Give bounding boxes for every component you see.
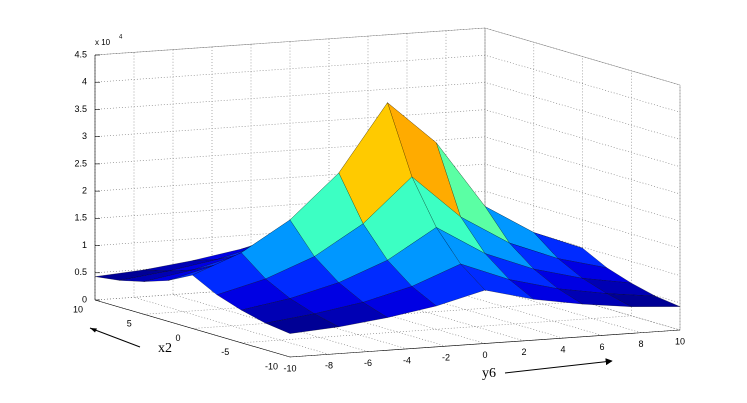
z-tick-label: 3 (82, 131, 87, 141)
x-tick-label: 10 (73, 304, 83, 314)
y-tick-label: 10 (675, 336, 685, 346)
x-tick-label: -5 (221, 347, 229, 357)
x-axis (94, 299, 291, 358)
grid-line (250, 44, 447, 347)
grid-line (94, 27, 681, 86)
z-exponent-base: x 10 (95, 38, 111, 47)
box-edge (94, 27, 681, 86)
y-tick-label: 8 (638, 339, 643, 349)
z-tick-label: 1 (82, 240, 87, 250)
x-tick-label: 5 (127, 319, 132, 329)
z-tick-label: 4 (82, 77, 87, 87)
z-tick-label: 4.5 (74, 49, 87, 59)
grid-line (94, 190, 681, 249)
y-axis-arrow (504, 358, 613, 374)
grid-line (211, 46, 408, 350)
x-axis-arrow (89, 327, 141, 348)
grid-line (484, 28, 681, 331)
surface-cell (264, 313, 340, 334)
y-tick-label: -8 (325, 361, 333, 371)
axes: 0 0.5 1 1.5 2 2.5 3 3.5 4 4.5 -10 -5 0 5 10 -10 -8 -6 -4 -2… (73, 49, 685, 373)
y-tick-label: 6 (599, 342, 604, 352)
z-tick-label: 1.5 (74, 213, 87, 223)
x-tick-label: -10 (265, 361, 278, 371)
x-arrow-head (90, 328, 97, 333)
grid-line (133, 52, 330, 355)
z-tick-label: 2 (82, 185, 87, 195)
z-exponent-power: 4 (119, 35, 123, 41)
grid-line (172, 49, 369, 352)
y-tick-label: 4 (560, 344, 565, 354)
z-tick-label: 2.5 (74, 158, 87, 168)
y-axis-label: y6 (482, 366, 496, 381)
x-axis-label: x2 (158, 341, 172, 356)
y-tick-label: 2 (521, 347, 526, 357)
x-tick-label: 0 (175, 333, 180, 343)
y-tick-label: 0 (482, 350, 487, 360)
z-tick-label: 0.5 (74, 267, 87, 277)
grid-line (241, 70, 632, 344)
grid-line (289, 41, 486, 344)
z-tick-label: 3.5 (74, 104, 87, 114)
y-axis (289, 329, 681, 358)
y-tick-label: -6 (364, 358, 372, 368)
y-tick-label: -4 (403, 355, 411, 365)
grid-line (406, 33, 603, 336)
surface (94, 102, 681, 334)
z-tick-label: 0 (82, 294, 87, 304)
y-tick-label: -2 (442, 353, 450, 363)
y-tick-label: -10 (283, 363, 296, 373)
grid-line (328, 38, 525, 342)
grid-line (367, 36, 564, 339)
grid-line (445, 30, 642, 333)
